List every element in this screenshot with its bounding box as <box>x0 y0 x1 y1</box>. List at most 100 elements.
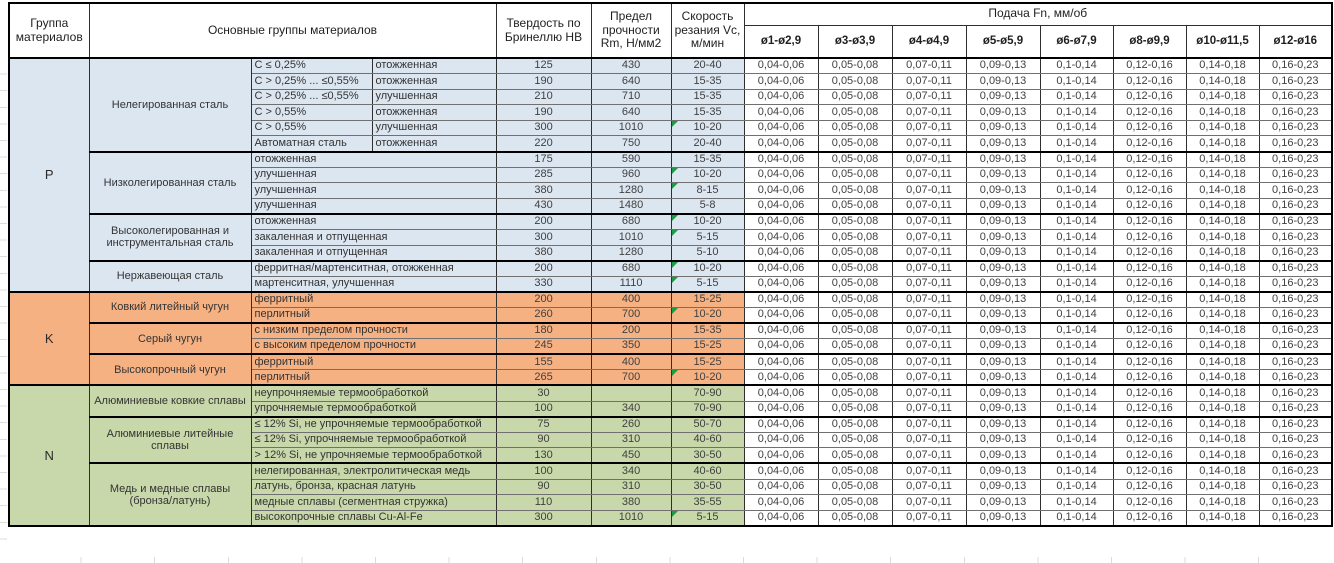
feed-cell[interactable]: 0,16-0,23 <box>1258 369 1333 386</box>
feed-cell[interactable]: 0,16-0,23 <box>1258 229 1333 246</box>
feed-cell[interactable]: 0,12-0,16 <box>1112 494 1187 511</box>
hardness-cell[interactable]: 380 <box>495 182 592 199</box>
hardness-cell[interactable]: 125 <box>495 57 592 75</box>
feed-cell[interactable]: 0,05-0,08 <box>817 369 893 386</box>
speed-cell[interactable]: 15-35 <box>670 88 745 106</box>
feed-cell[interactable]: 0,1-0,14 <box>1039 229 1114 246</box>
feed-cell[interactable]: 0,07-0,11 <box>891 369 967 386</box>
feed-cell[interactable]: 0,1-0,14 <box>1039 119 1114 137</box>
strength-cell[interactable]: 310 <box>590 478 672 496</box>
feed-cell[interactable]: 0,12-0,16 <box>1112 431 1187 449</box>
feed-cell[interactable]: 0,1-0,14 <box>1039 400 1114 418</box>
material-desc-cell[interactable]: перлитный <box>250 307 497 324</box>
feed-cell[interactable]: 0,04-0,06 <box>743 166 819 184</box>
feed-cell[interactable]: 0,04-0,06 <box>743 338 819 355</box>
feed-cell[interactable]: 0,1-0,14 <box>1039 104 1114 121</box>
header-diameter-8[interactable]: ø12-ø16 <box>1258 24 1333 59</box>
header-diameter-4[interactable]: ø5-ø5,9 <box>965 24 1041 59</box>
feed-cell[interactable]: 0,16-0,23 <box>1258 322 1333 340</box>
feed-cell[interactable]: 0,07-0,11 <box>891 135 967 153</box>
group-letter-cell[interactable]: P <box>8 57 90 293</box>
strength-cell[interactable]: 340 <box>590 400 672 418</box>
feed-cell[interactable]: 0,1-0,14 <box>1039 307 1114 324</box>
strength-cell[interactable]: 1280 <box>590 244 672 262</box>
feed-cell[interactable]: 0,1-0,14 <box>1039 415 1114 433</box>
feed-cell[interactable]: 0,09-0,13 <box>965 244 1041 262</box>
feed-cell[interactable]: 0,16-0,23 <box>1258 494 1333 511</box>
feed-cell[interactable]: 0,07-0,11 <box>891 104 967 121</box>
feed-cell[interactable]: 0,04-0,06 <box>743 462 819 480</box>
strength-cell[interactable]: 640 <box>590 73 672 90</box>
material-desc-cell[interactable]: улучшенная <box>250 197 497 215</box>
subgroup-name-cell[interactable]: Высоколегированная и инструментальная ст… <box>88 212 252 262</box>
feed-cell[interactable]: 0,12-0,16 <box>1112 104 1187 121</box>
subgroup-name-cell[interactable]: Нелегированная сталь <box>88 57 252 153</box>
speed-cell[interactable]: 5-15 <box>670 275 745 293</box>
hardness-cell[interactable]: 180 <box>495 322 592 340</box>
feed-cell[interactable]: 0,1-0,14 <box>1039 275 1114 293</box>
hardness-cell[interactable]: 300 <box>495 229 592 246</box>
feed-cell[interactable]: 0,14-0,18 <box>1185 494 1260 511</box>
feed-cell[interactable]: 0,09-0,13 <box>965 197 1041 215</box>
feed-cell[interactable]: 0,16-0,23 <box>1258 212 1333 231</box>
material-desc-cell[interactable]: с низким пределом прочности <box>250 322 497 340</box>
feed-cell[interactable]: 0,07-0,11 <box>891 400 967 418</box>
feed-cell[interactable]: 0,09-0,13 <box>965 229 1041 246</box>
feed-cell[interactable]: 0,09-0,13 <box>965 135 1041 153</box>
feed-cell[interactable]: 0,16-0,23 <box>1258 259 1333 277</box>
feed-cell[interactable]: 0,14-0,18 <box>1185 275 1260 293</box>
hardness-cell[interactable]: 245 <box>495 338 592 355</box>
speed-cell[interactable]: 20-40 <box>670 135 745 153</box>
strength-cell[interactable]: 1010 <box>590 119 672 137</box>
feed-cell[interactable]: 0,04-0,06 <box>743 197 819 215</box>
feed-cell[interactable]: 0,04-0,06 <box>743 119 819 137</box>
feed-cell[interactable]: 0,07-0,11 <box>891 88 967 106</box>
feed-cell[interactable]: 0,16-0,23 <box>1258 150 1333 168</box>
feed-cell[interactable]: 0,04-0,06 <box>743 353 819 371</box>
feed-cell[interactable]: 0,07-0,11 <box>891 73 967 90</box>
feed-cell[interactable]: 0,14-0,18 <box>1185 73 1260 90</box>
feed-cell[interactable]: 0,12-0,16 <box>1112 197 1187 215</box>
feed-cell[interactable]: 0,12-0,16 <box>1112 307 1187 324</box>
feed-cell[interactable]: 0,04-0,06 <box>743 57 819 75</box>
hardness-cell[interactable]: 100 <box>495 462 592 480</box>
feed-cell[interactable]: 0,09-0,13 <box>965 322 1041 340</box>
strength-cell[interactable]: 750 <box>590 135 672 153</box>
strength-cell[interactable]: 1280 <box>590 182 672 199</box>
material-desc-cell[interactable]: мартенситная, улучшенная <box>250 275 497 293</box>
hardness-cell[interactable]: 220 <box>495 135 592 153</box>
hardness-cell[interactable]: 190 <box>495 73 592 90</box>
feed-cell[interactable]: 0,14-0,18 <box>1185 166 1260 184</box>
material-desc-cell[interactable]: C > 0,25% ... ≤0,55% <box>250 88 373 106</box>
material-state-cell[interactable]: улучшенная <box>371 88 497 106</box>
feed-cell[interactable]: 0,1-0,14 <box>1039 353 1114 371</box>
feed-cell[interactable]: 0,05-0,08 <box>817 478 893 496</box>
speed-cell[interactable]: 70-90 <box>670 384 745 402</box>
header-diameter-1[interactable]: ø1-ø2,9 <box>743 24 819 59</box>
material-state-cell[interactable]: отожженная <box>371 104 497 121</box>
feed-cell[interactable]: 0,16-0,23 <box>1258 104 1333 121</box>
feed-cell[interactable]: 0,04-0,06 <box>743 447 819 464</box>
material-desc-cell[interactable]: упрочняемые термообработкой <box>250 400 497 418</box>
strength-cell[interactable]: 640 <box>590 104 672 121</box>
feed-cell[interactable]: 0,04-0,06 <box>743 431 819 449</box>
strength-cell[interactable]: 1010 <box>590 229 672 246</box>
feed-cell[interactable]: 0,09-0,13 <box>965 212 1041 231</box>
feed-cell[interactable]: 0,05-0,08 <box>817 259 893 277</box>
header-hardness-column[interactable]: Твердость по Бринеллю HB <box>495 2 592 59</box>
feed-cell[interactable]: 0,16-0,23 <box>1258 244 1333 262</box>
feed-cell[interactable]: 0,16-0,23 <box>1258 275 1333 293</box>
feed-cell[interactable]: 0,16-0,23 <box>1258 290 1333 308</box>
feed-cell[interactable]: 0,12-0,16 <box>1112 400 1187 418</box>
feed-cell[interactable]: 0,05-0,08 <box>817 415 893 433</box>
strength-cell[interactable]: 200 <box>590 322 672 340</box>
feed-cell[interactable]: 0,12-0,16 <box>1112 275 1187 293</box>
feed-cell[interactable]: 0,07-0,11 <box>891 338 967 355</box>
feed-cell[interactable]: 0,05-0,08 <box>817 338 893 355</box>
feed-cell[interactable]: 0,12-0,16 <box>1112 415 1187 433</box>
feed-cell[interactable]: 0,1-0,14 <box>1039 462 1114 480</box>
feed-cell[interactable]: 0,12-0,16 <box>1112 509 1187 527</box>
strength-cell[interactable]: 400 <box>590 353 672 371</box>
hardness-cell[interactable]: 300 <box>495 119 592 137</box>
feed-cell[interactable]: 0,14-0,18 <box>1185 353 1260 371</box>
